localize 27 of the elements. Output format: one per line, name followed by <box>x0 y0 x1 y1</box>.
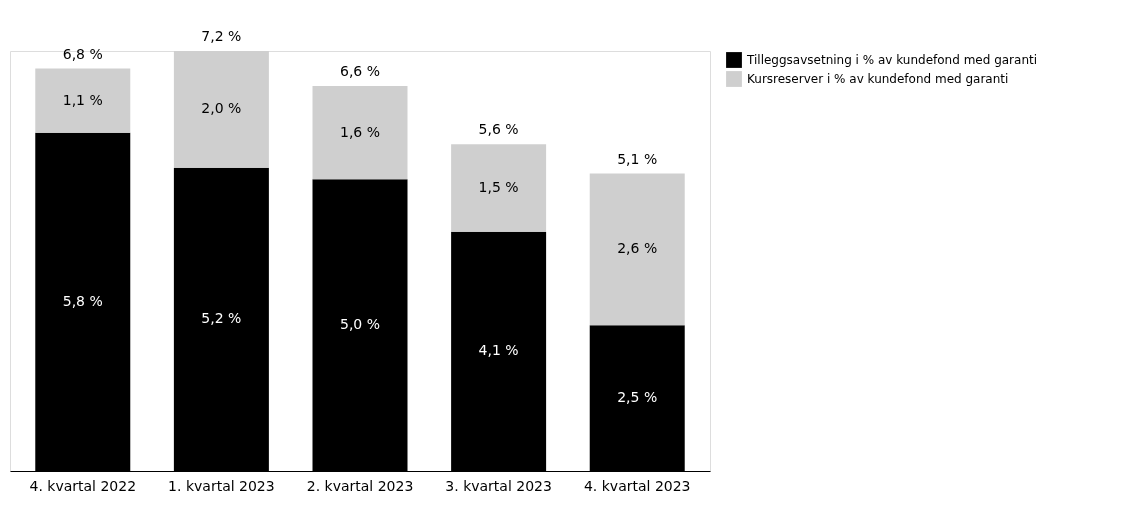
bar <box>35 68 131 133</box>
data-label: 1,5 % <box>478 179 519 196</box>
x-tick-label: 4. kvartal 2022 <box>29 477 137 494</box>
data-label: 1,1 % <box>62 91 103 108</box>
data-label: 5,8 % <box>62 292 103 309</box>
bar <box>589 173 685 326</box>
data-label: 2,6 % <box>617 240 658 257</box>
total-label: 7,2 % <box>201 28 242 44</box>
data-label: 2,5 % <box>617 389 658 406</box>
bar <box>451 144 547 232</box>
x-tick-label: 1. kvartal 2023 <box>168 477 275 494</box>
total-label: 6,6 % <box>339 63 381 79</box>
data-label: 5,2 % <box>201 310 242 327</box>
x-tick-label: 4. kvartal 2023 <box>583 477 691 494</box>
x-tick-label: 2. kvartal 2023 <box>306 477 414 494</box>
data-label: 2,0 % <box>201 100 242 117</box>
legend-label: Tilleggsavsetning i % av kundefond med garanti <box>746 53 1038 67</box>
total-label: 5,6 % <box>478 121 519 138</box>
total-label: 5,1 % <box>617 150 658 167</box>
data-label: 1,6 % <box>339 123 381 140</box>
x-tick-label: 3. kvartal 2023 <box>445 477 552 494</box>
data-label: 5,0 % <box>339 316 381 333</box>
legend-label: Kursreserver i % av kundefond med garanti <box>747 72 1009 86</box>
data-label: 4,1 % <box>478 342 519 359</box>
total-label: 6,8 % <box>62 45 103 62</box>
bar <box>312 86 408 180</box>
bar <box>173 51 269 168</box>
